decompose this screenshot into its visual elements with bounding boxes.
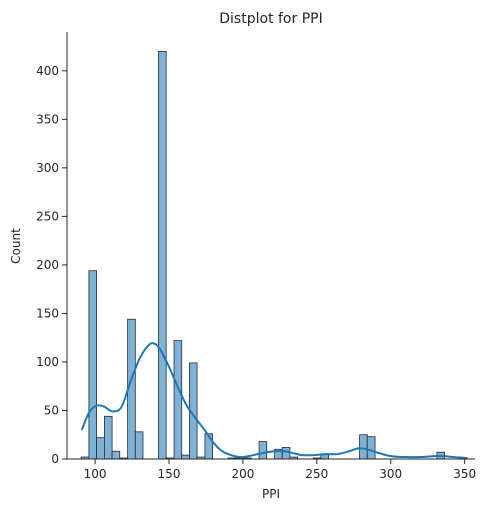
kde-curve — [80, 342, 468, 460]
histogram-bar — [111, 450, 121, 460]
histogram-bar — [134, 431, 144, 460]
histogram-bar — [96, 437, 105, 460]
x-tick-label: 150 — [158, 467, 181, 481]
histogram-bar — [359, 434, 368, 460]
x-tick-label: 100 — [84, 467, 107, 481]
histogram-bar — [104, 415, 113, 460]
y-tick-label: 0 — [51, 452, 59, 466]
x-axis-label: PPI — [262, 487, 280, 501]
y-tick-label: 400 — [36, 64, 59, 78]
chart-title: Distplot for PPI — [219, 11, 322, 27]
histogram-bar — [258, 441, 268, 460]
x-tick-label: 250 — [305, 467, 328, 481]
histogram-bar — [366, 436, 376, 460]
x-tick-label: 350 — [453, 467, 476, 481]
y-tick-label: 250 — [36, 209, 59, 223]
y-tick-label: 300 — [36, 161, 59, 175]
histogram-bar — [158, 51, 167, 460]
y-tick-label: 100 — [36, 355, 59, 369]
x-axis-ticks: 100 150 200 250 300 350 — [84, 459, 476, 481]
y-axis-label: Count — [9, 228, 23, 264]
histogram-bar — [173, 340, 183, 460]
x-tick-label: 300 — [379, 467, 402, 481]
x-tick-label: 200 — [231, 467, 254, 481]
histogram-bar — [181, 454, 190, 460]
histogram-bar — [281, 446, 291, 460]
y-axis-ticks: 0 50 100 150 200 250 300 350 400 — [36, 64, 67, 466]
y-tick-label: 50 — [44, 403, 59, 417]
bars-group — [80, 51, 445, 460]
y-tick-label: 350 — [36, 112, 59, 126]
histogram-bar — [88, 270, 97, 460]
y-tick-label: 150 — [36, 306, 59, 320]
y-tick-label: 200 — [36, 258, 59, 272]
